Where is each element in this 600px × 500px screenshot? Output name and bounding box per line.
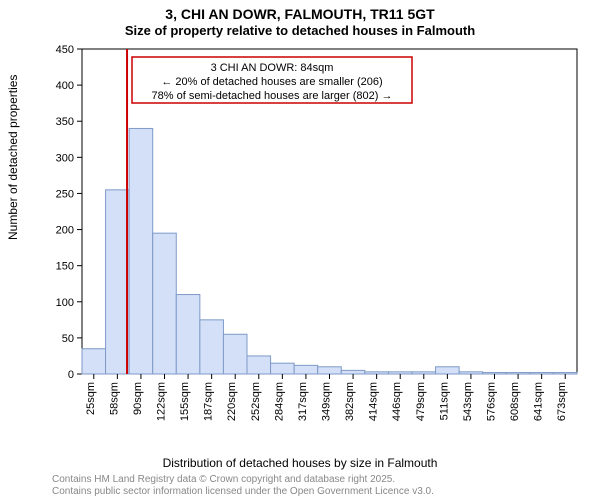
page-subtitle: Size of property relative to detached ho… [0,23,600,38]
svg-text:446sqm: 446sqm [391,382,403,421]
svg-text:350: 350 [56,116,74,128]
footnote-line: Contains HM Land Registry data © Crown c… [52,474,434,486]
svg-text:511sqm: 511sqm [438,382,450,420]
svg-text:300: 300 [56,152,74,164]
svg-text:576sqm: 576sqm [486,382,498,421]
svg-text:100: 100 [56,297,74,309]
footnote-line: Contains public sector information licen… [52,486,434,498]
svg-text:641sqm: 641sqm [533,382,545,421]
svg-text:78% of semi-detached houses ar: 78% of semi-detached houses are larger (… [152,90,393,102]
svg-text:250: 250 [56,188,74,200]
x-axis-label: Distribution of detached houses by size … [0,456,600,470]
chart-area: 0 50 100 150 200 250 300 350 400 450 25sqm 58sqm 90s… [52,44,582,444]
svg-text:414sqm: 414sqm [368,382,380,421]
svg-text:25sqm: 25sqm [85,382,97,415]
svg-text:← 20% of detached houses are s: ← 20% of detached houses are smaller (20… [161,76,382,88]
svg-text:50: 50 [62,333,74,345]
svg-text:608sqm: 608sqm [509,382,521,421]
svg-text:543sqm: 543sqm [462,382,474,421]
svg-text:0: 0 [68,369,74,381]
svg-text:3 CHI AN DOWR: 84sqm: 3 CHI AN DOWR: 84sqm [211,62,334,74]
svg-text:155sqm: 155sqm [179,382,191,421]
svg-text:317sqm: 317sqm [297,382,309,421]
svg-text:479sqm: 479sqm [415,382,427,421]
svg-text:382sqm: 382sqm [344,382,356,421]
svg-text:450: 450 [56,44,74,56]
histogram-chart: 0 50 100 150 200 250 300 350 400 450 25sqm 58sqm 90s… [52,44,582,444]
svg-text:150: 150 [56,261,74,273]
svg-text:187sqm: 187sqm [203,382,215,421]
svg-text:122sqm: 122sqm [156,382,168,421]
svg-text:220sqm: 220sqm [226,382,238,421]
svg-text:58sqm: 58sqm [108,382,120,415]
svg-text:349sqm: 349sqm [321,382,333,421]
footnote: Contains HM Land Registry data © Crown c… [52,474,434,498]
svg-text:90sqm: 90sqm [132,382,144,415]
svg-text:673sqm: 673sqm [556,382,568,421]
page-title: 3, CHI AN DOWR, FALMOUTH, TR11 5GT [0,6,600,22]
y-axis-label: Number of detached properties [6,75,20,240]
svg-text:284sqm: 284sqm [273,382,285,421]
svg-text:200: 200 [56,225,74,237]
svg-text:252sqm: 252sqm [250,382,262,421]
svg-text:400: 400 [56,80,74,92]
